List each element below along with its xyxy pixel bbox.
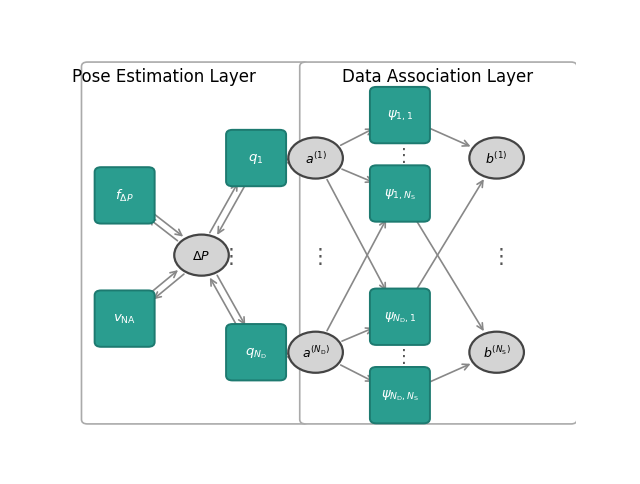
Text: $v_{\mathrm{NA}}$: $v_{\mathrm{NA}}$ (113, 312, 136, 326)
Text: $b^{(1)}$: $b^{(1)}$ (485, 151, 508, 166)
Text: $a^{(N_{\mathrm{D}})}$: $a^{(N_{\mathrm{D}})}$ (301, 345, 330, 361)
Circle shape (469, 332, 524, 373)
Text: $\vdots$: $\vdots$ (394, 347, 406, 366)
FancyBboxPatch shape (370, 289, 430, 345)
Text: $a^{(1)}$: $a^{(1)}$ (305, 151, 326, 166)
Text: $\psi_{1,N_{\mathrm{S}}}$: $\psi_{1,N_{\mathrm{S}}}$ (384, 187, 416, 201)
FancyBboxPatch shape (95, 291, 155, 347)
Text: $b^{(N_{\mathrm{S}})}$: $b^{(N_{\mathrm{S}})}$ (483, 345, 511, 361)
Text: $\vdots$: $\vdots$ (394, 146, 406, 165)
Text: $q_1$: $q_1$ (248, 151, 264, 166)
FancyBboxPatch shape (370, 166, 430, 222)
Text: Data Association Layer: Data Association Layer (342, 67, 532, 85)
Circle shape (289, 332, 343, 373)
Text: Pose Estimation Layer: Pose Estimation Layer (72, 67, 256, 85)
FancyBboxPatch shape (370, 367, 430, 424)
Circle shape (289, 138, 343, 179)
Text: $q_{N_{\mathrm{D}}}$: $q_{N_{\mathrm{D}}}$ (245, 345, 267, 360)
Text: $\Delta P$: $\Delta P$ (193, 249, 211, 262)
Text: $\vdots$: $\vdots$ (490, 245, 504, 266)
Text: $\psi_{1,1}$: $\psi_{1,1}$ (387, 109, 413, 123)
FancyBboxPatch shape (226, 324, 286, 380)
Text: $\vdots$: $\vdots$ (220, 245, 233, 266)
Circle shape (469, 138, 524, 179)
FancyBboxPatch shape (370, 88, 430, 144)
Text: $f_{\Delta P}$: $f_{\Delta P}$ (115, 188, 134, 204)
FancyBboxPatch shape (81, 63, 309, 424)
Text: $\vdots$: $\vdots$ (309, 245, 323, 266)
FancyBboxPatch shape (300, 63, 577, 424)
FancyBboxPatch shape (226, 131, 286, 187)
Circle shape (174, 235, 229, 276)
Text: $\psi_{N_{\mathrm{D}},1}$: $\psi_{N_{\mathrm{D}},1}$ (383, 310, 416, 324)
FancyBboxPatch shape (95, 168, 155, 224)
Text: $\psi_{N_{\mathrm{D}},N_{\mathrm{S}}}$: $\psi_{N_{\mathrm{D}},N_{\mathrm{S}}}$ (381, 388, 419, 403)
